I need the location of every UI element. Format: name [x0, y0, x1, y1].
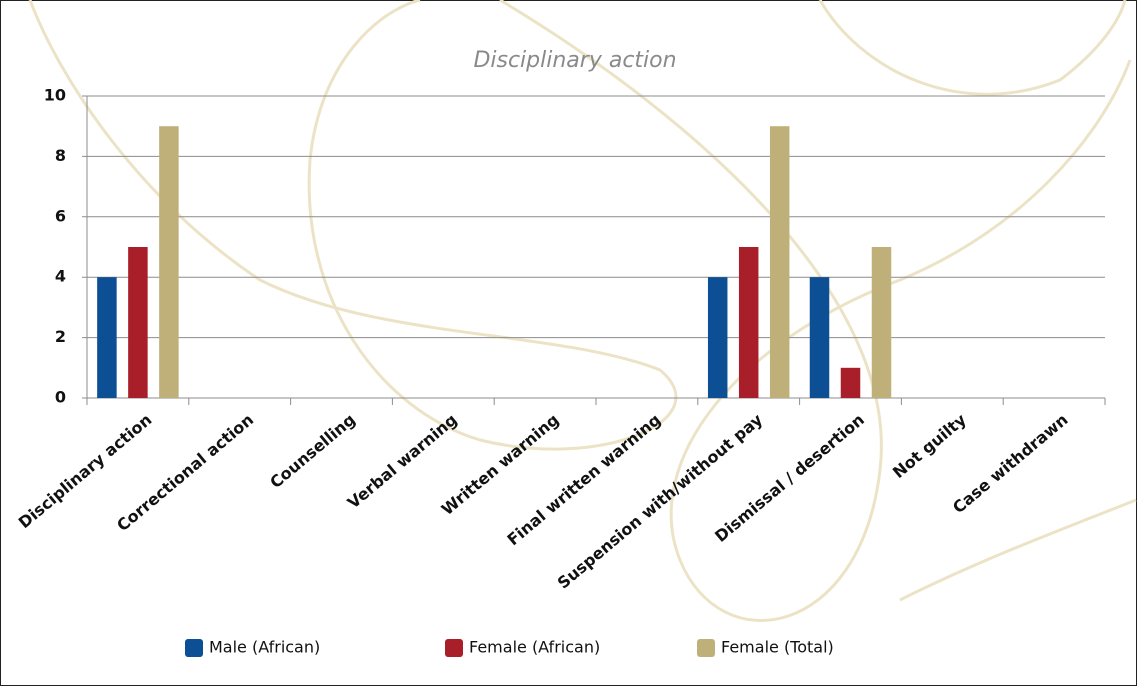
- legend-label: Male (African): [209, 638, 320, 657]
- background-decoration: [28, 0, 1137, 622]
- bar: [769, 126, 790, 398]
- y-tick-label: 6: [55, 206, 66, 225]
- y-tick-label: 0: [55, 388, 66, 407]
- legend-swatch: [445, 639, 463, 657]
- bar: [707, 277, 728, 398]
- bar: [97, 277, 117, 398]
- y-tick-label: 4: [55, 267, 66, 286]
- bar: [840, 367, 861, 398]
- bar: [871, 247, 892, 398]
- bar: [159, 126, 179, 398]
- bar: [738, 247, 759, 398]
- bar: [128, 247, 148, 398]
- y-tick-label: 8: [55, 146, 66, 165]
- legend-swatch: [697, 639, 715, 657]
- legend-swatch: [185, 639, 203, 657]
- y-tick-label: 2: [55, 327, 66, 346]
- chart-title: Disciplinary action: [473, 48, 676, 73]
- y-tick-label: 10: [44, 86, 66, 105]
- legend-label: Female (African): [469, 638, 600, 657]
- legend-label: Female (Total): [721, 638, 834, 657]
- bar: [809, 277, 830, 398]
